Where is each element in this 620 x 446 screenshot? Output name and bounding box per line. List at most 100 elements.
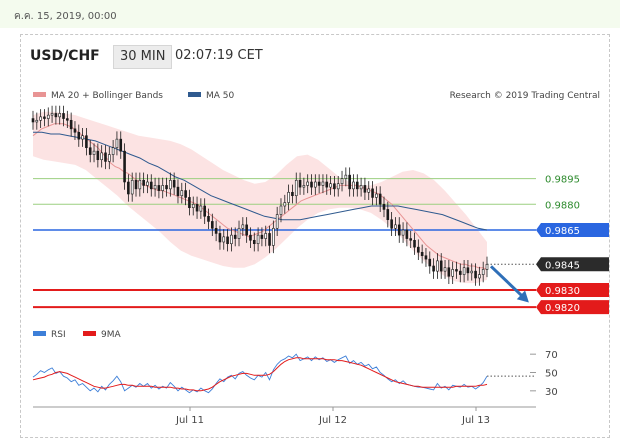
- level-tag-label-2: 0.9865: [545, 226, 580, 237]
- candle-body: [138, 179, 142, 190]
- candle-body: [371, 188, 374, 198]
- candle-body: [199, 205, 203, 212]
- candle-body: [390, 219, 393, 229]
- candle-body: [268, 233, 271, 246]
- rsi-tick-label-1: 50: [545, 369, 558, 380]
- ma50-line: [33, 131, 488, 231]
- candle-body: [88, 147, 92, 155]
- candle-body: [130, 179, 134, 195]
- rsi-tick-label-0: 70: [545, 350, 558, 361]
- x-axis: Jul 11 Jul 12 Jul 13: [33, 406, 536, 426]
- candle-body: [306, 181, 309, 186]
- candle-body: [237, 227, 241, 239]
- timeframe-button[interactable]: 30 MIN: [113, 45, 173, 69]
- candle-body: [348, 174, 351, 190]
- candle-body: [317, 181, 321, 186]
- candle-body: [447, 267, 451, 277]
- candle-body: [333, 183, 336, 190]
- candle-body: [329, 183, 332, 188]
- forecast-arrow: [489, 265, 529, 303]
- legend-credit: Research © 2019 Trading Central: [450, 91, 600, 101]
- candle-body: [230, 234, 233, 245]
- candle-body: [294, 179, 298, 197]
- candle-body: [478, 274, 481, 279]
- candle-body: [165, 185, 168, 190]
- candle-body: [146, 181, 149, 186]
- candle-body: [62, 113, 65, 119]
- candle-body: [226, 236, 229, 245]
- candle-body: [157, 185, 161, 191]
- candle-body: [470, 270, 474, 274]
- x-tick-label-2: Jul 13: [461, 415, 490, 426]
- candle-body: [352, 181, 355, 190]
- candle-body: [455, 269, 458, 272]
- candlesticks: [31, 105, 489, 286]
- rsi-tick-label-2: 30: [545, 387, 558, 398]
- candle-body: [279, 205, 283, 215]
- candle-body: [481, 269, 485, 275]
- candle-body: [443, 267, 447, 272]
- candle-body: [142, 179, 145, 186]
- level-label-green-0: 0.9895: [545, 175, 580, 186]
- level-tag-bg-3: [536, 257, 609, 272]
- header-date: ค.ค. 15, 2019, 00:00: [14, 11, 117, 22]
- candle-body: [378, 193, 382, 205]
- candle-body: [264, 233, 268, 239]
- candle-body: [436, 260, 439, 272]
- level-tag-label-5: 0.9820: [545, 303, 580, 314]
- candle-body: [245, 224, 248, 236]
- candle-body: [214, 227, 218, 234]
- candle-body: [355, 181, 359, 190]
- bollinger-bands: [33, 111, 487, 284]
- candle-body: [77, 131, 81, 140]
- candle-body: [439, 260, 443, 272]
- candle-body: [66, 118, 69, 121]
- candle-body: [413, 239, 416, 248]
- level-tag-bg-2: [536, 223, 609, 237]
- candle-body: [46, 114, 50, 119]
- legend-9ma-swatch: [83, 331, 96, 336]
- candle-body: [340, 178, 344, 185]
- candle-body: [100, 152, 103, 161]
- level-tag-bg-4: [536, 283, 609, 297]
- candle-body: [363, 185, 367, 193]
- rsi-panel: 70 50 30: [32, 350, 558, 398]
- candle-body: [252, 239, 256, 245]
- level-tag-label-4: 0.9830: [545, 286, 580, 297]
- legend-9ma: 9MA: [101, 330, 121, 340]
- candle-body: [69, 119, 73, 130]
- candle-body: [35, 119, 39, 123]
- candle-body: [291, 191, 294, 197]
- candle-body: [119, 138, 123, 152]
- time-label: 02:07:19 CET: [175, 48, 263, 63]
- candle-body: [222, 236, 226, 243]
- candle-body: [241, 224, 245, 229]
- candle-body: [218, 233, 222, 243]
- legend-ma20-swatch: [33, 92, 46, 97]
- candle-body: [134, 179, 138, 190]
- candle-body: [287, 191, 290, 203]
- level-tag-bg-5: [536, 300, 609, 315]
- candle-body: [153, 185, 157, 190]
- candle-body: [409, 238, 412, 241]
- price-levels: [33, 178, 536, 309]
- candle-body: [375, 193, 378, 198]
- chart-header: USD/CHF 30 MIN 02:07:19 CET: [21, 35, 609, 77]
- candle-body: [462, 267, 466, 275]
- candle-body: [180, 190, 184, 197]
- level-tag-label-3: 0.9845: [545, 260, 580, 271]
- candle-body: [325, 181, 329, 188]
- candle-body: [104, 152, 107, 162]
- legend-rsi-swatch: [33, 331, 46, 336]
- candle-body: [111, 147, 115, 155]
- legend-ma20-bb: MA 20 + Bollinger Bands: [51, 91, 163, 101]
- candle-body: [283, 202, 287, 207]
- candle-body: [424, 255, 428, 260]
- candle-body: [54, 113, 58, 118]
- candle-body: [401, 229, 405, 236]
- candle-body: [397, 224, 401, 236]
- candle-body: [298, 179, 302, 188]
- candle-body: [302, 185, 306, 188]
- candle-body: [81, 135, 84, 140]
- x-tick-label-1: Jul 12: [318, 415, 347, 426]
